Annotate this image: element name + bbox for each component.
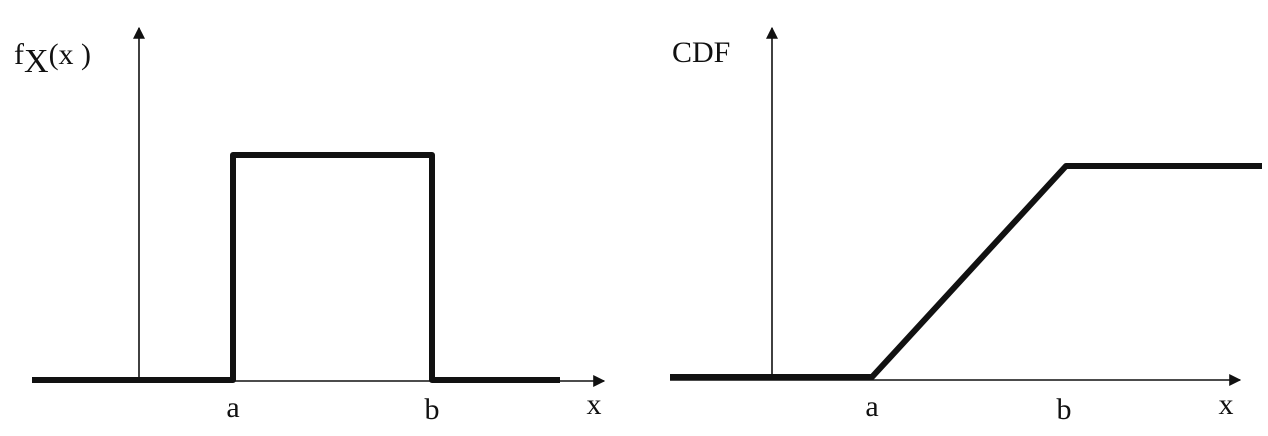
cdf-x-tick-a: a (865, 390, 878, 423)
cdf-x-axis-label: x (1219, 388, 1234, 421)
cdf-y-axis-label: CDF (672, 36, 730, 69)
pdf-x-tick-b: b (425, 393, 440, 426)
cdf-series-line (670, 163, 1262, 380)
pdf-chart: fX(x ) a b x (14, 26, 606, 426)
cdf-chart: CDF a b x (670, 26, 1262, 426)
pdf-y-axis-label: fX(x ) (14, 38, 91, 80)
pdf-x-axis-label: x (587, 388, 602, 421)
pdf-x-tick-a: a (226, 391, 239, 424)
cdf-x-tick-b: b (1057, 393, 1072, 426)
pdf-series-line (32, 152, 560, 383)
